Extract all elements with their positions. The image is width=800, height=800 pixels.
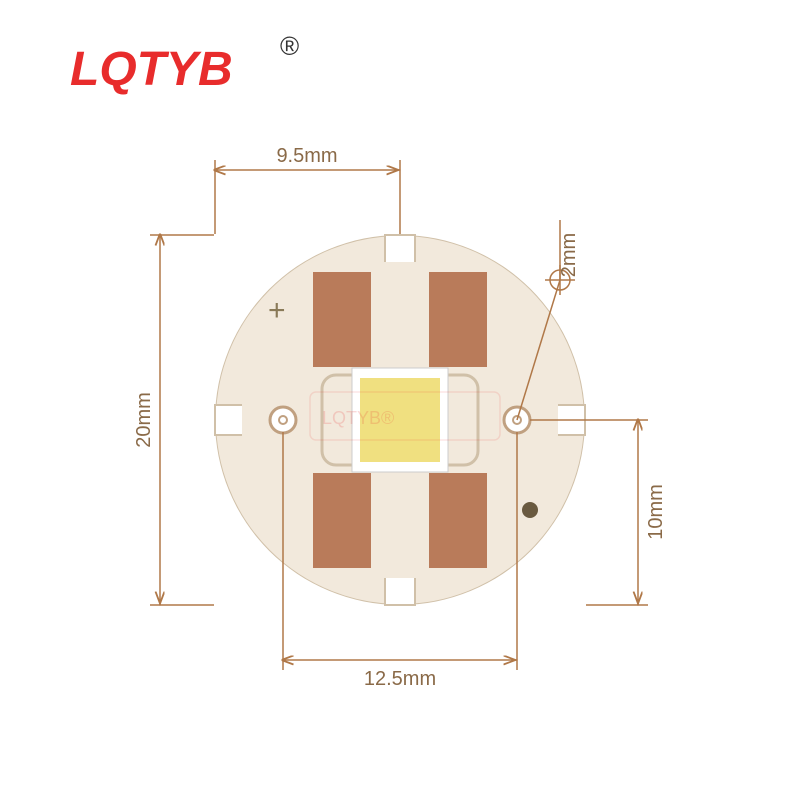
registered-icon: ® bbox=[280, 31, 299, 61]
logo-text: LQTYB bbox=[70, 43, 233, 96]
dim-hole-label: 2mm bbox=[558, 233, 580, 277]
polarity-plus-icon: + bbox=[268, 294, 286, 327]
dim-left: 20mm bbox=[133, 235, 214, 605]
pcb-module: + LQTYB® bbox=[215, 235, 585, 605]
dim-right-label: 10mm bbox=[645, 484, 667, 540]
dim-top: 9.5mm bbox=[215, 145, 400, 234]
pad-top-right bbox=[429, 272, 487, 367]
pad-bot-left bbox=[313, 473, 371, 568]
pad-top-left bbox=[313, 272, 371, 367]
pad-bot-right bbox=[429, 473, 487, 568]
dim-top-label: 9.5mm bbox=[276, 145, 337, 167]
dim-left-label: 20mm bbox=[133, 392, 155, 448]
brand-logo: LQTYB ® bbox=[70, 31, 299, 96]
mount-hole-left bbox=[270, 407, 296, 433]
dim-bottom-label: 12.5mm bbox=[364, 668, 436, 690]
polarity-dot-icon bbox=[522, 502, 538, 518]
svg-text:LQTYB®: LQTYB® bbox=[322, 408, 394, 428]
